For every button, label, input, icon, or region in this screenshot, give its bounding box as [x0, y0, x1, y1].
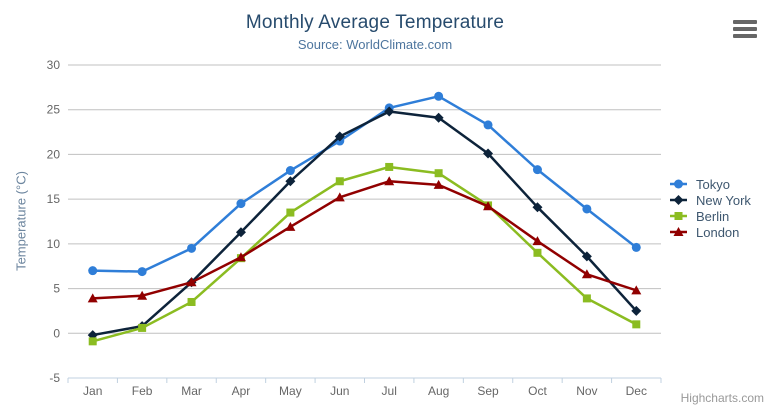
- marker-tokyo[interactable]: [137, 267, 147, 277]
- marker-new-york[interactable]: [532, 202, 543, 213]
- marker-berlin[interactable]: [138, 323, 147, 332]
- x-axis-label: Sep: [477, 384, 499, 398]
- legend-symbol-triangle-icon: [670, 227, 687, 236]
- legend-label: London: [696, 224, 740, 240]
- y-axis-title: Temperature (°C): [13, 171, 29, 271]
- marker-tokyo[interactable]: [434, 91, 444, 101]
- y-axis-label: 10: [47, 237, 61, 251]
- x-axis-label: Dec: [626, 384, 647, 398]
- marker-berlin[interactable]: [533, 248, 542, 257]
- legend-item-tokyo[interactable]: Tokyo: [670, 176, 751, 192]
- marker-berlin[interactable]: [385, 162, 394, 171]
- marker-tokyo-legend[interactable]: [674, 179, 683, 189]
- x-axis-label: Jan: [83, 384, 102, 398]
- hamburger-menu-icon: [733, 20, 757, 38]
- marker-new-york[interactable]: [384, 106, 395, 117]
- marker-tokyo[interactable]: [532, 165, 542, 175]
- marker-tokyo[interactable]: [88, 266, 98, 276]
- marker-tokyo[interactable]: [483, 120, 493, 130]
- y-axis-label: 20: [47, 147, 61, 161]
- marker-london[interactable]: [87, 293, 98, 303]
- y-axis-label: 15: [47, 192, 61, 206]
- y-axis-label: 30: [47, 58, 61, 72]
- marker-new-york[interactable]: [285, 176, 296, 187]
- marker-london[interactable]: [483, 201, 494, 211]
- legend-symbol-square-icon: [670, 212, 687, 220]
- x-axis-label: Jun: [330, 384, 349, 398]
- marker-berlin[interactable]: [187, 297, 196, 306]
- marker-berlin[interactable]: [335, 177, 344, 186]
- marker-new-york[interactable]: [334, 131, 345, 142]
- marker-berlin-legend[interactable]: [674, 212, 683, 220]
- marker-berlin[interactable]: [632, 320, 641, 329]
- marker-london[interactable]: [137, 290, 148, 300]
- legend-item-new-york[interactable]: New York: [670, 192, 751, 208]
- marker-london[interactable]: [285, 221, 296, 231]
- legend-symbol-diamond-icon: [670, 195, 687, 205]
- legend: Tokyo New York Berlin London: [670, 176, 751, 240]
- series-tokyo: [88, 91, 641, 277]
- legend-label: Tokyo: [696, 176, 730, 192]
- marker-new-york-legend[interactable]: [673, 195, 684, 205]
- marker-new-york[interactable]: [581, 251, 592, 262]
- series-line-tokyo[interactable]: [91, 95, 638, 273]
- chart-title: Monthly Average Temperature: [245, 12, 505, 33]
- x-axis-label: Aug: [428, 384, 449, 398]
- y-axis-label: 0: [53, 326, 60, 340]
- marker-tokyo[interactable]: [187, 243, 197, 253]
- marker-berlin[interactable]: [582, 294, 591, 303]
- y-axis-label: -5: [49, 371, 60, 385]
- marker-london[interactable]: [235, 252, 246, 262]
- series-line-berlin[interactable]: [91, 165, 638, 343]
- marker-tokyo[interactable]: [285, 166, 295, 176]
- marker-berlin[interactable]: [434, 169, 443, 178]
- marker-tokyo[interactable]: [236, 199, 246, 209]
- legend-item-berlin[interactable]: Berlin: [670, 208, 751, 224]
- marker-berlin[interactable]: [88, 337, 97, 346]
- marker-london[interactable]: [532, 236, 543, 246]
- marker-new-york[interactable]: [235, 227, 246, 238]
- x-axis-label: Nov: [576, 384, 597, 398]
- x-axis-label: Oct: [528, 384, 547, 398]
- y-axis-label: 5: [53, 282, 60, 296]
- marker-new-york[interactable]: [433, 112, 444, 123]
- credits-link[interactable]: Highcharts.com: [680, 391, 764, 405]
- marker-london[interactable]: [581, 269, 592, 279]
- legend-label: New York: [696, 192, 751, 208]
- marker-tokyo[interactable]: [582, 204, 592, 214]
- x-axis-label: Feb: [132, 384, 153, 398]
- x-axis-label: Mar: [181, 384, 202, 398]
- series-line-new-york[interactable]: [91, 110, 638, 337]
- marker-new-york[interactable]: [631, 305, 642, 316]
- marker-new-york[interactable]: [483, 148, 494, 159]
- marker-london[interactable]: [384, 176, 395, 186]
- legend-symbol-circle-icon: [670, 179, 687, 189]
- export-menu-button[interactable]: [733, 20, 757, 38]
- marker-london[interactable]: [334, 192, 345, 202]
- marker-tokyo[interactable]: [631, 242, 641, 252]
- marker-london[interactable]: [631, 285, 642, 295]
- legend-label: Berlin: [696, 208, 730, 224]
- marker-london-legend[interactable]: [673, 227, 684, 236]
- x-axis-label: Jul: [382, 384, 397, 398]
- x-axis-label: May: [279, 384, 302, 398]
- marker-london[interactable]: [433, 179, 444, 189]
- y-axis-label: 25: [47, 103, 61, 117]
- marker-london[interactable]: [186, 277, 197, 287]
- series-london: [87, 176, 642, 303]
- chart-subtitle: Source: WorldClimate.com: [297, 37, 453, 52]
- marker-berlin[interactable]: [286, 208, 295, 217]
- legend-item-london[interactable]: London: [670, 224, 751, 240]
- series-line-london[interactable]: [91, 180, 638, 300]
- series-new-york: [87, 106, 642, 341]
- x-axis-label: Apr: [232, 384, 251, 398]
